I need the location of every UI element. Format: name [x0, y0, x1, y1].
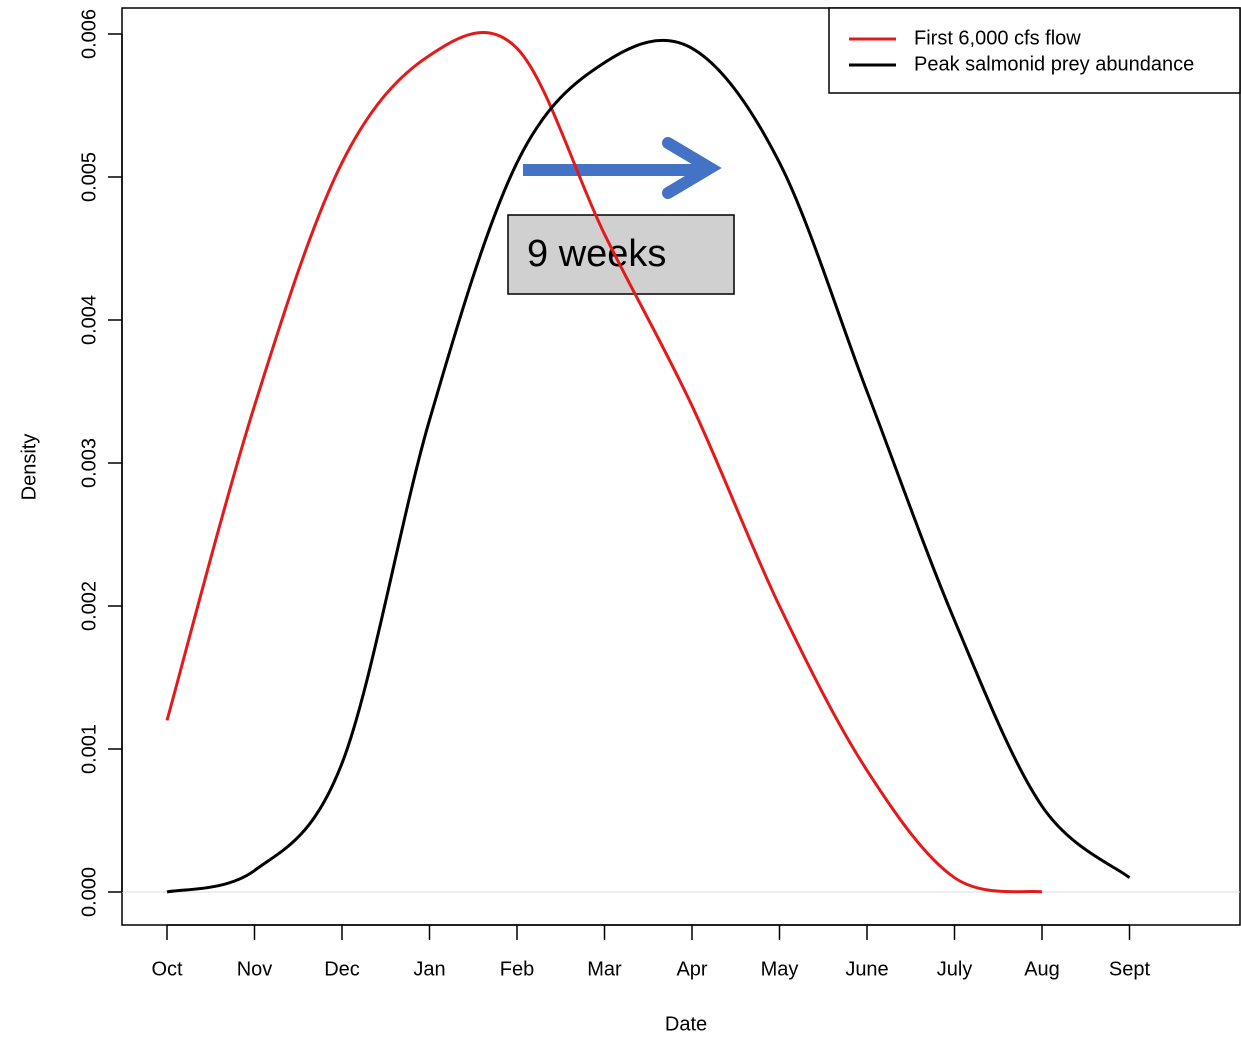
x-tick-label: Aug: [1024, 958, 1060, 980]
x-tick-label: Feb: [500, 958, 534, 980]
arrow-head: [662, 137, 722, 199]
x-tick-label: June: [845, 958, 888, 980]
x-tick-label: Jan: [413, 958, 445, 980]
y-tick-label: 0.006: [78, 9, 100, 59]
series-line: [166, 38, 1131, 894]
y-tick-label: 0.000: [78, 867, 100, 917]
x-axis-label: Date: [665, 1013, 707, 1035]
y-axis-label: Density: [18, 434, 40, 501]
series-line: [165, 30, 1043, 894]
y-tick-label: 0.002: [78, 581, 100, 631]
legend-label: First 6,000 cfs flow: [914, 27, 1081, 49]
y-tick-label: 0.004: [78, 295, 100, 345]
x-tick-label: Oct: [151, 958, 183, 980]
x-tick-label: Dec: [324, 958, 360, 980]
x-tick-label: Mar: [587, 958, 622, 980]
x-tick-label: Nov: [237, 958, 273, 980]
annotation-box: [507, 214, 735, 295]
y-tick-label: 0.005: [78, 152, 100, 202]
x-tick-label: Apr: [676, 958, 707, 980]
y-tick-label: 0.001: [78, 724, 100, 774]
legend-box: [828, 7, 1241, 94]
legend-label: Peak salmonid prey abundance: [914, 53, 1194, 75]
y-tick-label: 0.003: [78, 438, 100, 488]
annotation: 9 weeks: [527, 233, 666, 275]
x-tick-label: Sept: [1109, 958, 1151, 980]
x-tick-label: May: [761, 958, 799, 980]
x-tick-label: July: [937, 958, 973, 980]
